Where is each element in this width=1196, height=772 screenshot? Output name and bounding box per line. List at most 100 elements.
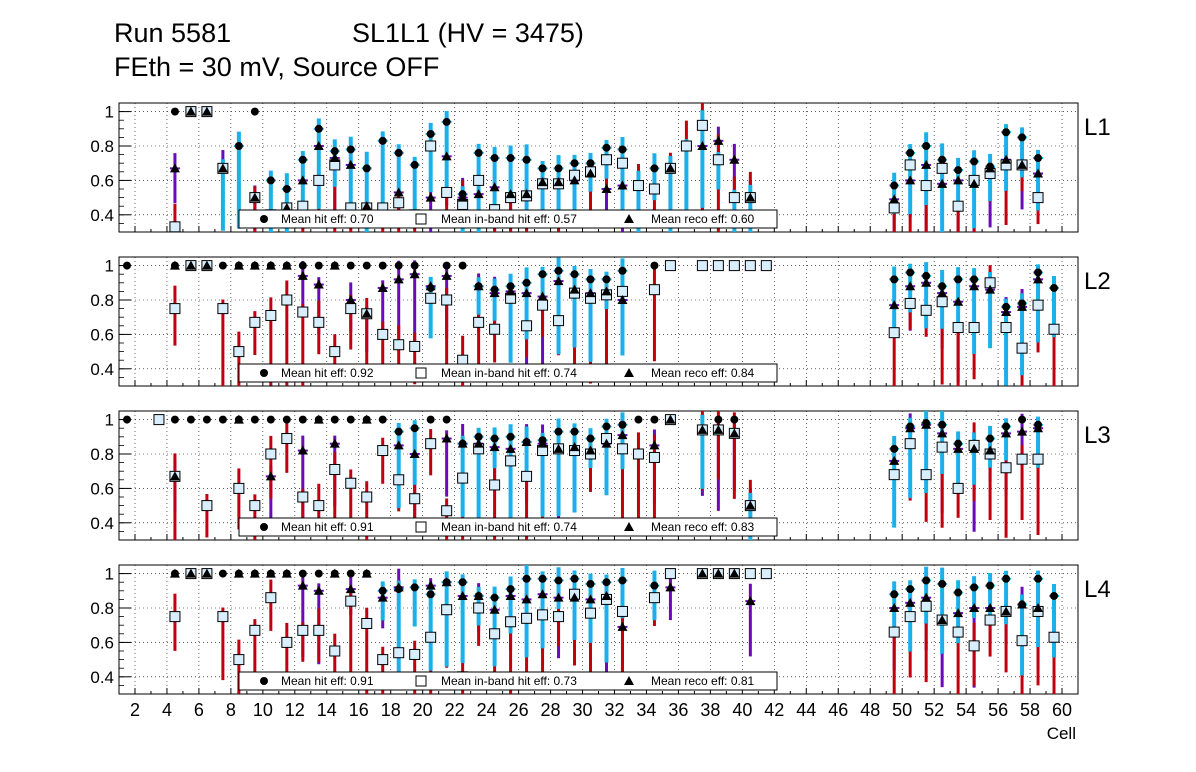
reco-marker (425, 281, 436, 291)
inband-marker (1032, 299, 1044, 311)
inband-marker (712, 154, 724, 166)
hit-marker (266, 176, 275, 185)
reco-marker (489, 182, 500, 192)
hit-marker (970, 583, 979, 592)
reco-marker (905, 175, 916, 185)
reco-marker (249, 260, 260, 270)
hit-marker (1002, 422, 1011, 431)
reco-marker (233, 568, 244, 578)
reco-marker (345, 159, 356, 169)
hit-marker (1034, 154, 1043, 163)
inband-marker (409, 648, 421, 660)
hit-marker (618, 576, 627, 585)
hit-marker (426, 415, 435, 424)
hit-marker (458, 578, 467, 587)
hit-marker (570, 427, 579, 436)
legend-inband-label: Mean in-band hit eff: 0.57 (441, 212, 577, 226)
reco-marker (1017, 599, 1028, 609)
reco-marker (521, 189, 532, 199)
hit-marker (730, 415, 739, 424)
reco-marker (329, 260, 340, 270)
hit-marker (378, 586, 387, 595)
inband-marker (537, 609, 549, 621)
inband-marker (281, 636, 293, 648)
x-tick-label: 34 (636, 700, 656, 720)
inband-marker (553, 611, 565, 623)
reco-marker (745, 500, 756, 510)
hit-marker (954, 166, 963, 175)
inband-marker (664, 260, 676, 272)
reco-marker (729, 568, 740, 578)
reco-marker (585, 168, 596, 178)
reco-marker (905, 423, 916, 433)
reco-marker (921, 592, 932, 602)
inband-marker (265, 309, 277, 321)
reco-marker (617, 295, 628, 304)
reco-marker (889, 603, 900, 612)
reco-marker (921, 419, 932, 429)
reco-marker (457, 192, 468, 202)
reco-marker (409, 269, 420, 279)
reco-marker (425, 580, 436, 590)
legend-hit-marker (260, 369, 268, 377)
x-tick-label: 46 (828, 700, 848, 720)
legend-hit-marker (260, 677, 268, 685)
x-tick-label: 28 (541, 700, 561, 720)
inband-marker (521, 612, 533, 624)
x-tick-label: 18 (381, 700, 401, 720)
hit-marker (298, 155, 307, 164)
x-tick-label: 16 (349, 700, 369, 720)
inband-marker (297, 306, 309, 318)
hit-marker (986, 581, 995, 590)
hit-marker (522, 574, 531, 583)
hit-marker (650, 261, 659, 270)
hit-marker (394, 427, 403, 436)
legend-reco-marker (624, 522, 634, 531)
reco-marker (297, 445, 308, 455)
reco-marker (281, 568, 292, 578)
x-tick-label: 6 (194, 700, 204, 720)
inband-marker (265, 592, 277, 604)
inband-marker (393, 474, 405, 486)
legend-hit-label: Mean hit eff: 0.91 (281, 674, 374, 688)
legend-reco-marker (624, 676, 634, 685)
inband-marker (936, 162, 948, 174)
legend-inband-label: Mean in-band hit eff: 0.73 (441, 674, 577, 688)
hit-marker (890, 444, 899, 453)
threshold-subtitle: FEth = 30 mV, Source OFF (114, 52, 440, 82)
inband-marker (648, 284, 660, 296)
hit-marker (938, 420, 947, 429)
inband-marker (217, 303, 229, 315)
reco-marker (297, 270, 308, 280)
inband-marker (632, 180, 644, 192)
reco-marker (409, 449, 420, 458)
inband-marker (313, 316, 325, 328)
legend-box-L2 (238, 363, 778, 383)
inband-marker (1032, 192, 1044, 204)
inband-marker (409, 340, 421, 352)
hit-marker (314, 261, 323, 270)
hit-marker (426, 129, 435, 138)
inband-marker (904, 297, 916, 309)
inband-marker (297, 624, 309, 636)
reco-marker (1017, 159, 1028, 169)
hit-marker (346, 145, 355, 154)
hit-marker (554, 427, 563, 436)
reco-marker (185, 260, 196, 270)
hit-marker (410, 424, 419, 433)
hit-marker (410, 160, 419, 169)
legend-hit-label: Mean hit eff: 0.91 (281, 520, 374, 534)
reco-marker (361, 308, 372, 318)
legend-reco-label: Mean reco eff: 0.84 (651, 366, 755, 380)
inband-marker (441, 294, 453, 306)
hit-marker (234, 142, 243, 150)
reco-marker (201, 568, 212, 578)
inband-marker (904, 611, 916, 623)
hit-marker (202, 415, 211, 424)
panel-label-L3: L3 (1084, 422, 1111, 449)
reco-marker (937, 288, 948, 298)
hit-marker (714, 415, 723, 424)
reco-marker (169, 260, 180, 270)
reco-marker (665, 582, 676, 592)
inband-marker (521, 320, 533, 332)
